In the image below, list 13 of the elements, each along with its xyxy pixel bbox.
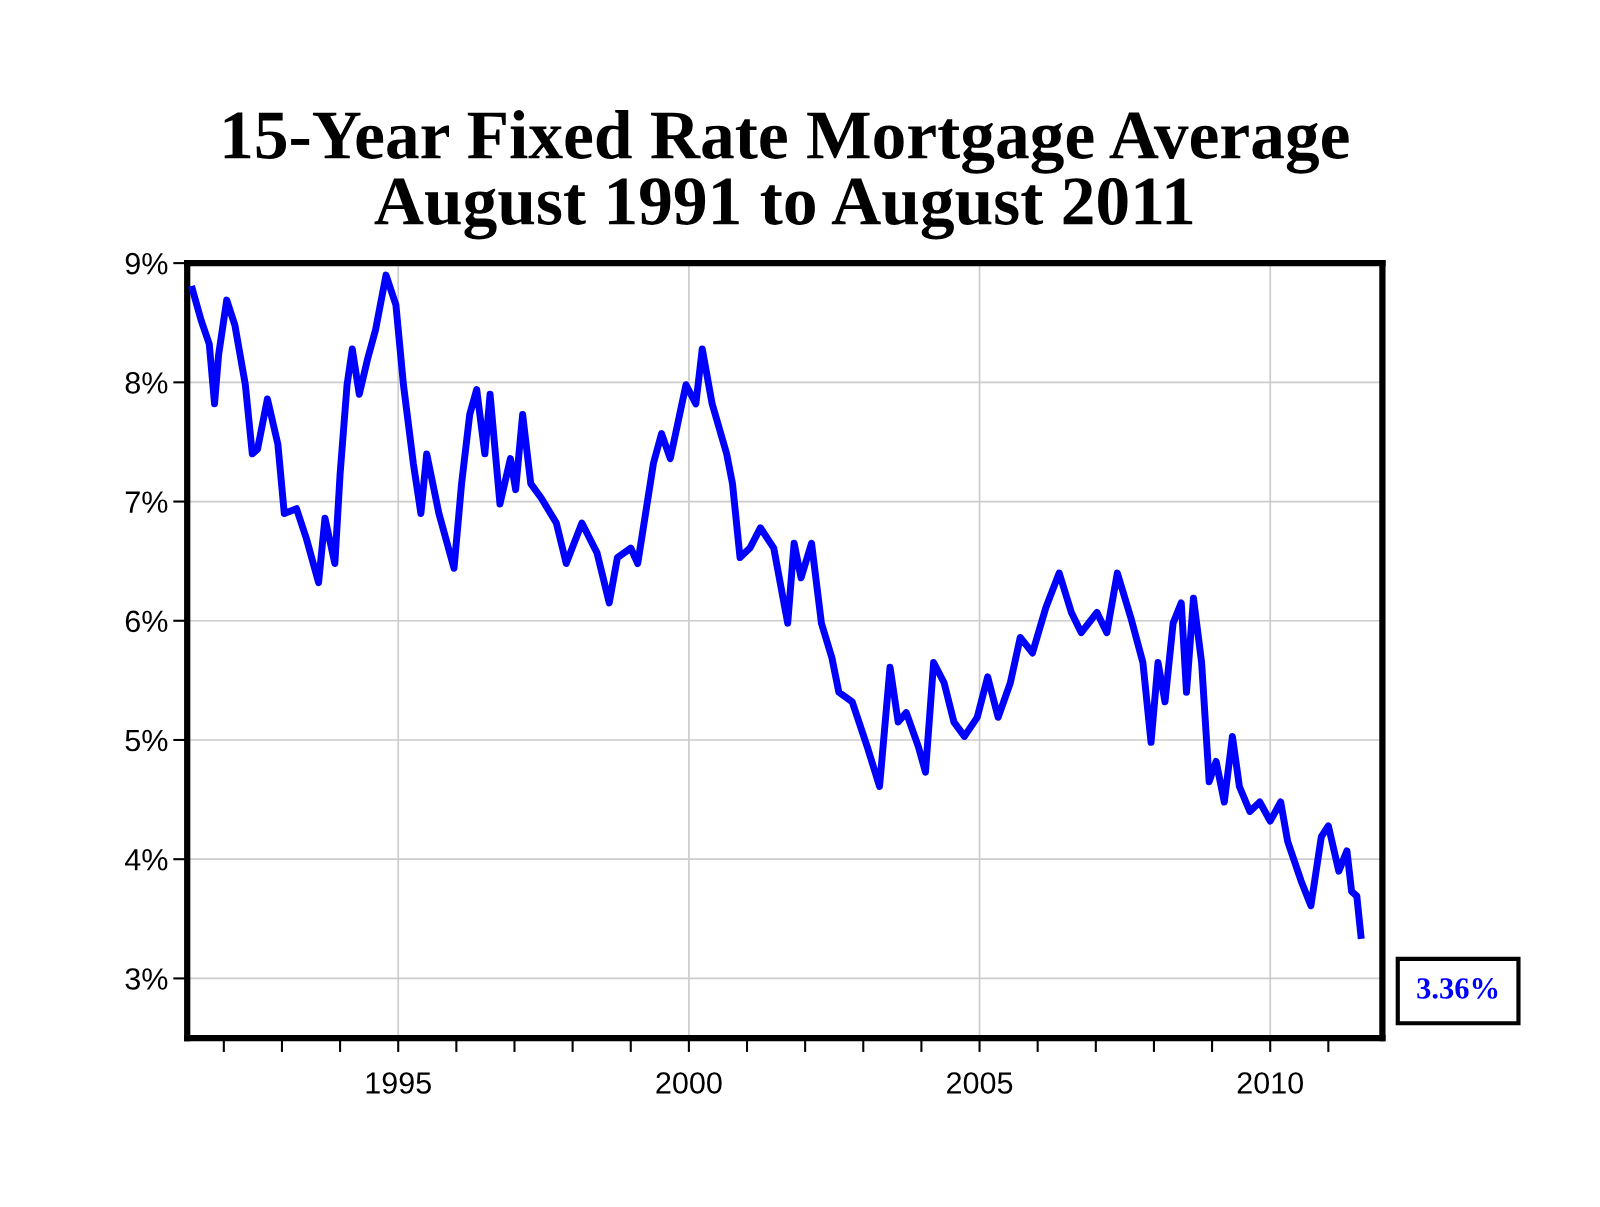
chart-title: 15-Year Fixed Rate Mortgage Average August 1991 to August 2011 — [224, 110, 1349, 240]
y-tick-label: 6% — [125, 610, 168, 633]
y-tick-label: 7% — [125, 491, 168, 513]
y-tick-label: 8% — [125, 372, 168, 394]
y-tick-label: 3% — [125, 968, 168, 990]
y-tick-label: 4% — [124, 849, 168, 871]
x-tick-label: 2000 — [656, 1072, 722, 1094]
y-tick-label: 9% — [125, 252, 168, 275]
x-tick-label: 1995 — [366, 1072, 431, 1094]
annotation: 3.36% — [1417, 978, 1498, 999]
x-tick-label: 2010 — [1237, 1072, 1303, 1094]
x-tick-label: 2005 — [947, 1072, 1013, 1094]
y-tick-label: 5% — [125, 729, 168, 752]
